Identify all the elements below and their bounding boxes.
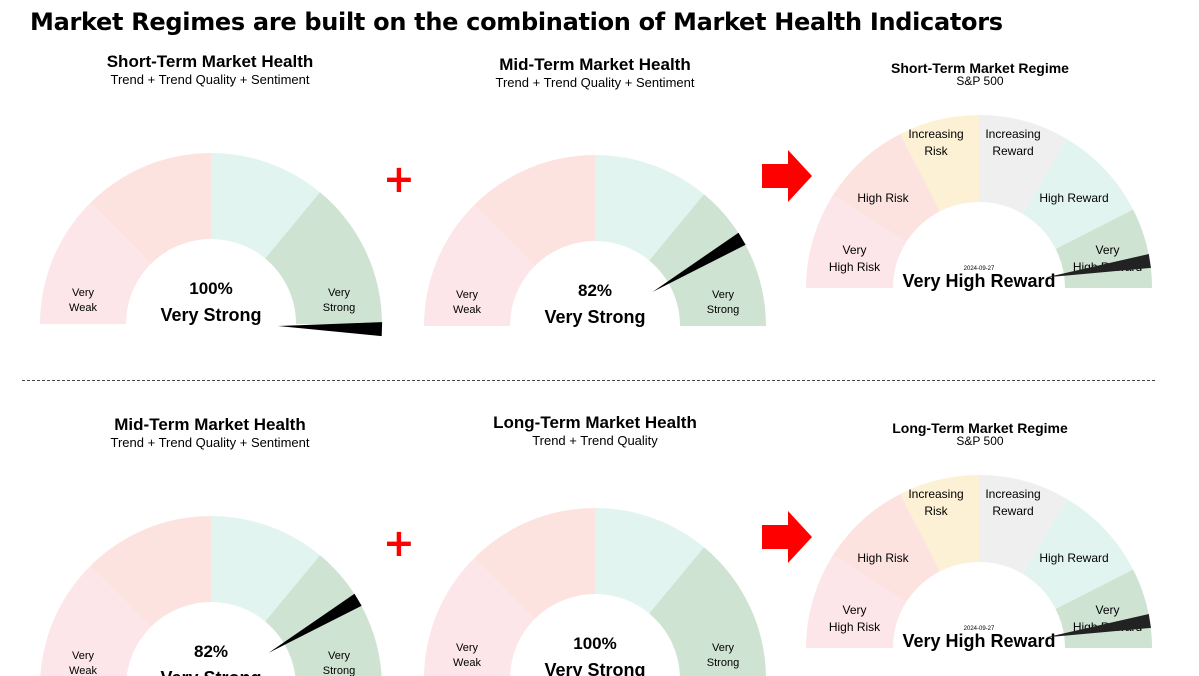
zone-label-very-high-risk: Very High Risk [829, 603, 881, 634]
zone-strong [211, 153, 320, 259]
zone-increasing-risk [900, 115, 979, 212]
zone-very-high-risk [806, 195, 907, 288]
gauge-top-mid-health: Mid-Term Market Health Trend + Trend Qua… [415, 55, 775, 327]
gauge-status: Very Strong [544, 660, 645, 676]
gauge-date: 2024-09-27 [964, 626, 995, 632]
gauge-title: Short-Term Market Regime [891, 60, 1069, 76]
zone-label-very-weak: Very Weak [453, 289, 481, 316]
zone-increasing-reward [979, 475, 1068, 574]
regime-gauge-chart: Very High Risk High Risk Increasing Risk Incr… [806, 115, 1152, 291]
gauge-subtitle: Trend + Trend Quality + Sentiment [110, 72, 310, 87]
zone-increasing-reward [979, 115, 1068, 214]
gauge-status: Very High Reward [902, 631, 1055, 651]
gauge-status: Very Strong [160, 305, 261, 325]
zone-label-increasing-risk: Increasing Risk [908, 127, 963, 158]
zone-high-reward [1022, 499, 1134, 609]
gauge-needle [1046, 254, 1151, 278]
zone-very-strong [265, 192, 382, 324]
health-gauge-chart: Very Weak Very Strong 100% Very Strong [40, 153, 383, 337]
zone-weak [474, 155, 595, 266]
gauge-needle [1046, 614, 1151, 638]
gauge-title: Mid-Term Market Health [499, 55, 691, 74]
gauge-status: Very Strong [544, 307, 645, 327]
zone-label-very-strong: Very Strong [707, 642, 739, 669]
zone-very-weak [40, 203, 151, 324]
regime-gauge-chart: Very High Risk High Risk Increasing Risk Incr… [806, 475, 1152, 651]
zone-label-very-weak: Very Weak [69, 650, 97, 676]
gauge-needle [277, 322, 383, 337]
zone-label-high-reward: High Reward [1039, 191, 1108, 205]
zone-label-high-risk: High Risk [857, 551, 909, 565]
zone-high-risk [832, 493, 940, 602]
gauge-bottom-mid-health: Mid-Term Market Health Trend + Trend Qua… [30, 415, 390, 676]
zone-strong [211, 516, 320, 622]
zone-very-weak [40, 566, 151, 676]
zone-label-high-risk: High Risk [857, 191, 909, 205]
zone-strong [595, 508, 704, 614]
plus-sign: + [383, 157, 415, 201]
zone-label-very-strong: Very Strong [707, 289, 739, 316]
gauge-bottom-long-health: Long-Term Market Health Trend + Trend Qu… [415, 413, 775, 676]
gauge-subtitle: S&P 500 [956, 74, 1004, 88]
page-title: Market Regimes are built on the combinat… [30, 8, 1003, 36]
zone-label-increasing-risk: Increasing Risk [908, 487, 963, 518]
gauge-date: 2024-09-27 [964, 266, 995, 272]
zone-very-high-risk [806, 555, 907, 648]
right-arrow-icon [762, 150, 812, 202]
plus-sign: + [383, 521, 415, 565]
zone-increasing-risk [900, 475, 979, 572]
zone-very-strong [649, 547, 766, 676]
zone-label-increasing-reward: Increasing Reward [985, 487, 1040, 518]
gauge-value: 100% [573, 634, 616, 653]
zone-label-high-reward: High Reward [1039, 551, 1108, 565]
gauge-subtitle: S&P 500 [956, 434, 1004, 448]
gauge-subtitle: Trend + Trend Quality [532, 433, 658, 448]
gauge-title: Long-Term Market Regime [892, 420, 1068, 436]
section-divider [22, 380, 1155, 381]
gauge-value: 100% [189, 279, 232, 298]
gauge-top-regime: Short-Term Market Regime S&P 500 Very Hig… [800, 60, 1160, 310]
gauge-top-short-health: Short-Term Market Health Trend + Trend Q… [30, 52, 390, 337]
zone-high-risk [832, 133, 940, 242]
gauge-value: 82% [578, 281, 612, 300]
gauge-title: Long-Term Market Health [493, 413, 697, 432]
zone-label-very-weak: Very Weak [453, 642, 481, 669]
zone-weak [90, 516, 211, 627]
zone-label-very-strong: Very Strong [323, 650, 355, 676]
zone-strong [595, 155, 704, 261]
zone-very-weak [424, 558, 535, 676]
gauge-bottom-regime: Long-Term Market Regime S&P 500 Very High… [800, 420, 1160, 670]
gauge-status: Very High Reward [902, 271, 1055, 291]
health-gauge-chart: Very Weak Very Strong 100% Very Strong [424, 508, 766, 676]
gauge-subtitle: Trend + Trend Quality + Sentiment [495, 75, 695, 90]
zone-label-very-strong: Very Strong [323, 287, 355, 314]
gauge-needle [268, 593, 362, 653]
zone-weak [90, 153, 211, 264]
gauge-status: Very Strong [160, 668, 261, 676]
zone-very-weak [424, 205, 535, 326]
gauge-subtitle: Trend + Trend Quality + Sentiment [110, 435, 310, 450]
zone-label-very-weak: Very Weak [69, 287, 97, 314]
gauge-title: Mid-Term Market Health [114, 415, 306, 434]
zone-label-increasing-reward: Increasing Reward [985, 127, 1040, 158]
gauge-needle [652, 232, 746, 292]
gauge-value: 82% [194, 642, 228, 661]
gauge-title: Short-Term Market Health [106, 52, 314, 71]
zone-weak [474, 508, 595, 619]
right-arrow-icon [762, 511, 812, 563]
zone-high-reward [1022, 139, 1134, 249]
zone-label-very-high-risk: Very High Risk [829, 243, 881, 274]
